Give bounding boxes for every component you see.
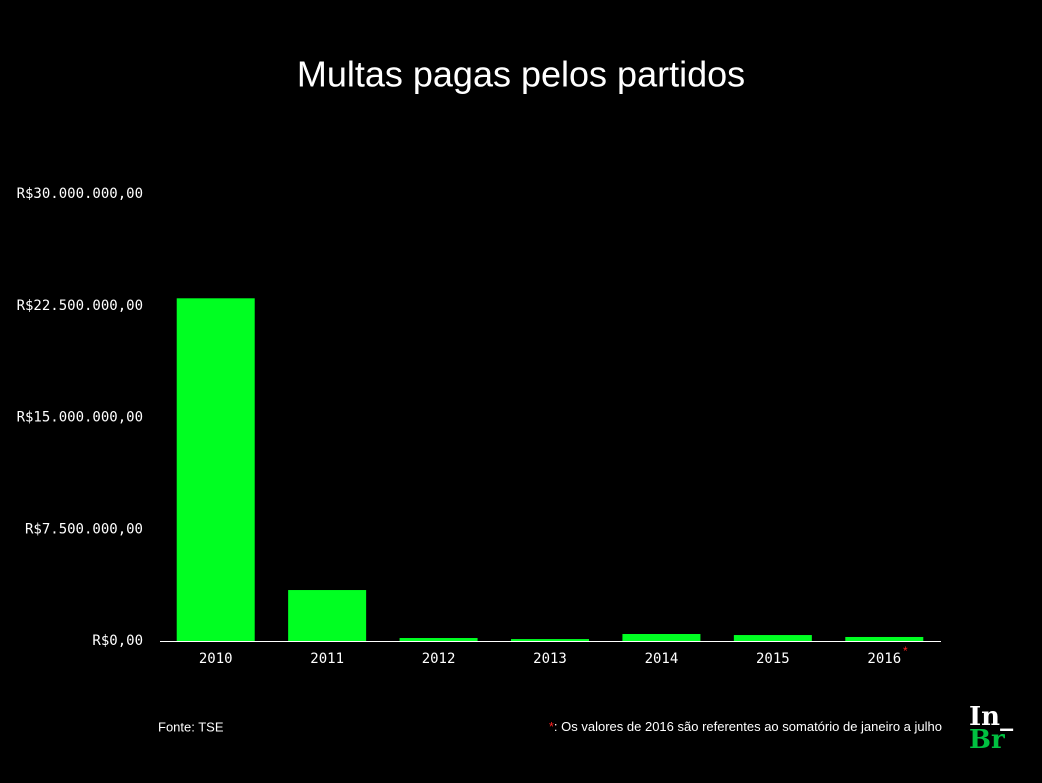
y-tick-label: R$0,00 [92,633,143,649]
bar [511,639,589,641]
bar [288,590,367,641]
y-tick-label: R$15.000.000,00 [17,410,143,426]
bar [733,635,812,641]
bar [845,636,924,641]
y-tick-label: R$7.500.000,00 [25,521,143,537]
logo-bottom: Br [969,725,1005,755]
bar [176,298,255,641]
footnote: *: Os valores de 2016 são referentes ao … [549,719,942,734]
bar [399,638,478,641]
bar [622,633,701,641]
x-tick-label: 2016 [867,651,901,667]
x-tick-label: 2011 [310,651,344,667]
y-tick-label: R$22.500.000,00 [17,298,143,314]
chart-title: Multas pagas pelos partidos [297,54,745,95]
category-marker: * [903,644,908,658]
x-tick-label: 2010 [199,651,233,667]
x-tick-label: 2014 [645,651,679,667]
source: Fonte: TSE [158,719,224,734]
logo-top: In_ [969,702,1013,732]
y-tick-label: R$30.000.000,00 [17,186,143,202]
x-tick-label: 2013 [533,651,567,667]
footnote-text: : Os valores de 2016 são referentes ao s… [554,719,942,734]
x-tick-label: 2012 [422,651,456,667]
footnote-marker: * [549,719,554,734]
x-tick-label: 2015 [756,651,790,667]
